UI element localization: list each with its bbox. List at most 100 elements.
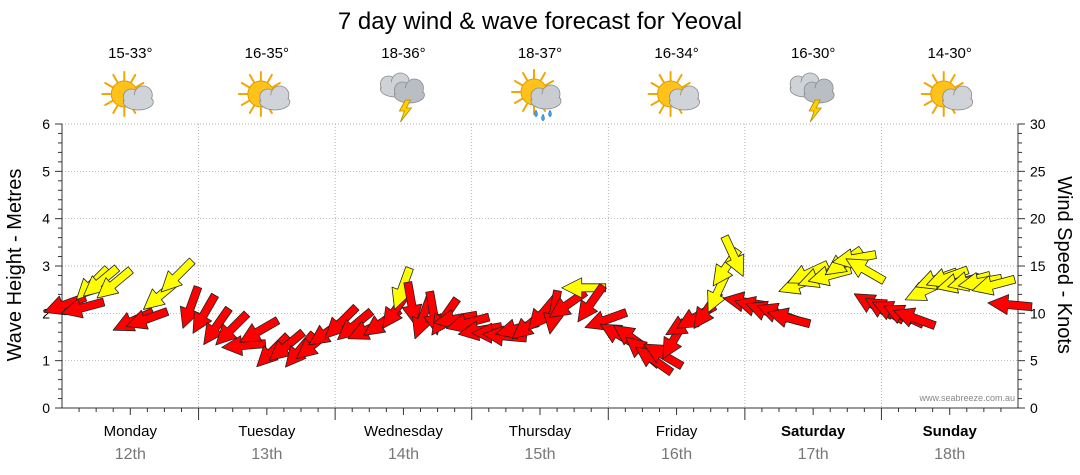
wind-arrow bbox=[160, 257, 196, 293]
wind-arrow bbox=[893, 307, 937, 330]
sun-ray bbox=[104, 82, 114, 88]
wind-arrow-shape bbox=[893, 307, 937, 330]
forecast-header: 15-33° 16-35° 18-36° 18-37° 16-34° 16-30° 14-3… bbox=[101, 45, 974, 123]
sun-rain-icon bbox=[511, 69, 562, 122]
sun-cloud-icon bbox=[237, 71, 291, 117]
wind-arrow bbox=[401, 281, 423, 326]
sun-ray bbox=[545, 80, 555, 86]
rain-drop bbox=[541, 113, 545, 122]
day-date: 16th bbox=[661, 446, 692, 463]
cloud-fill bbox=[943, 95, 972, 109]
wind-arrow bbox=[561, 277, 607, 299]
sun-ray bbox=[240, 82, 250, 88]
sun-ray bbox=[681, 82, 691, 88]
left-tick-label: 0 bbox=[42, 400, 50, 416]
sun-ray bbox=[240, 100, 250, 106]
right-tick-label: 25 bbox=[1030, 163, 1046, 179]
right-tick-label: 20 bbox=[1030, 211, 1046, 227]
cloud-fill bbox=[124, 95, 153, 109]
sun-ray bbox=[954, 82, 964, 88]
wind-arrow-shape bbox=[971, 274, 1017, 296]
left-tick-label: 4 bbox=[42, 211, 50, 227]
day-labels: Monday 12th Tuesday 13th Wednesday 14th Thursd… bbox=[104, 423, 978, 463]
cloud-fill bbox=[532, 94, 560, 108]
wind-arrow bbox=[239, 316, 281, 343]
wind-arrow bbox=[268, 328, 306, 362]
axes: 0 1 2 3 4 5 6 0 5 10 15 20 25 30 bbox=[42, 116, 1046, 420]
wind-arrow-shape bbox=[192, 292, 219, 334]
wind-arrow-shape bbox=[720, 234, 745, 277]
day-name: Tuesday bbox=[238, 423, 295, 440]
day-name: Thursday bbox=[509, 423, 572, 440]
wind-arrow-shape bbox=[634, 346, 675, 376]
cloud-fill bbox=[805, 88, 834, 102]
watermark: www.seabreeze.com.au bbox=[918, 393, 1015, 403]
right-tick-label: 0 bbox=[1030, 400, 1038, 416]
wind-arrow bbox=[60, 297, 106, 319]
sun-ray bbox=[650, 100, 660, 106]
wind-arrow-shape bbox=[845, 258, 887, 285]
chart-title: 7 day wind & wave forecast for Yeoval bbox=[338, 8, 742, 35]
lightning-bolt bbox=[398, 99, 413, 123]
sun-ray bbox=[522, 71, 528, 81]
sun-ray bbox=[130, 73, 137, 83]
wind-arrow-shape bbox=[160, 257, 196, 293]
wind-arrow bbox=[192, 292, 219, 334]
wind-arrow bbox=[577, 283, 607, 323]
cloud-fill bbox=[670, 95, 699, 109]
wind-arrow-shape bbox=[239, 316, 281, 343]
rain-drop bbox=[534, 109, 538, 118]
cloud-fill bbox=[395, 88, 424, 102]
left-tick-label: 2 bbox=[42, 305, 50, 321]
day-temperature: 14-30° bbox=[928, 45, 972, 62]
sun-cloud-icon bbox=[101, 71, 154, 117]
cloud-fill bbox=[260, 95, 289, 109]
lightning-bolt bbox=[808, 99, 822, 123]
right-axis-title: Wind Speed - Knots bbox=[1053, 176, 1075, 354]
right-tick-label: 15 bbox=[1030, 258, 1046, 274]
sun-ray bbox=[135, 82, 145, 88]
sun-cloud-icon bbox=[920, 71, 974, 117]
wind-arrow-shape bbox=[401, 281, 423, 326]
left-tick-label: 1 bbox=[42, 353, 50, 369]
day-temperature: 16-30° bbox=[791, 45, 835, 62]
sun-ray bbox=[513, 98, 523, 104]
wind-arrow bbox=[845, 258, 887, 285]
sun-ray bbox=[931, 105, 938, 115]
day-temperature: 18-37° bbox=[518, 45, 562, 62]
wind-arrow-shape bbox=[96, 266, 134, 299]
right-tick-label: 30 bbox=[1030, 116, 1046, 132]
sun-ray bbox=[540, 71, 546, 81]
rain-drop bbox=[548, 109, 552, 118]
left-tick-label: 5 bbox=[42, 163, 50, 179]
day-name: Wednesday bbox=[364, 423, 443, 440]
left-axis-title: Wave Height - Metres bbox=[4, 169, 26, 362]
sun-ray bbox=[923, 100, 933, 106]
wind-arrow-shape bbox=[215, 310, 251, 346]
day-name: Monday bbox=[104, 423, 158, 440]
wind-arrow bbox=[215, 310, 251, 346]
sun-ray bbox=[266, 73, 273, 83]
day-date: 13th bbox=[251, 446, 282, 463]
wind-arrows bbox=[43, 234, 1033, 376]
sun-ray bbox=[931, 73, 938, 83]
day-name: Friday bbox=[656, 423, 698, 440]
wind-arrow bbox=[96, 266, 134, 299]
wind-arrow bbox=[987, 294, 1033, 315]
day-date: 17th bbox=[798, 446, 829, 463]
sun-ray bbox=[676, 73, 683, 83]
sun-ray bbox=[271, 82, 281, 88]
right-tick-label: 5 bbox=[1030, 353, 1038, 369]
sun-ray bbox=[650, 82, 660, 88]
wind-arrow bbox=[720, 234, 745, 277]
day-temperature: 16-35° bbox=[245, 45, 289, 62]
wind-arrow bbox=[634, 346, 675, 376]
wind-arrow bbox=[766, 307, 812, 329]
day-temperature: 15-33° bbox=[108, 45, 152, 62]
day-date: 12th bbox=[115, 446, 146, 463]
wind-arrow bbox=[203, 305, 233, 346]
day-date: 18th bbox=[934, 446, 965, 463]
left-tick-label: 3 bbox=[42, 258, 50, 274]
day-temperature: 18-36° bbox=[381, 45, 425, 62]
wind-arrow-shape bbox=[125, 307, 170, 330]
